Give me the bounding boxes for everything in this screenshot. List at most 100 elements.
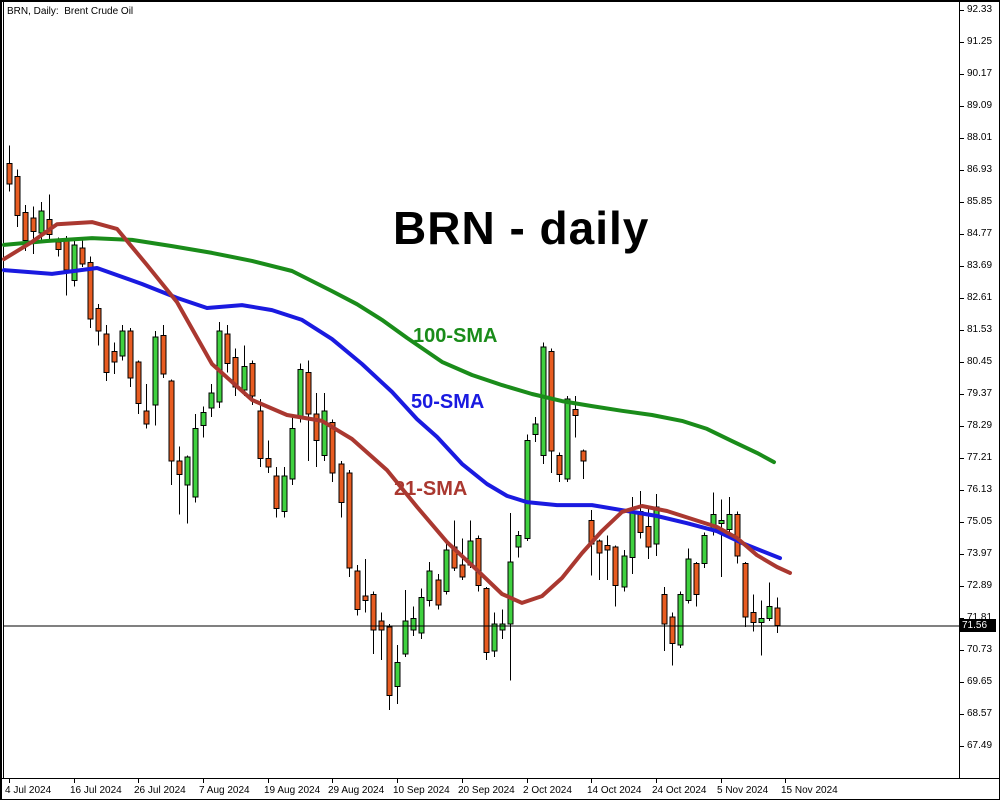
price-tick-label: 67.49 bbox=[967, 740, 993, 751]
candle-body bbox=[556, 454, 563, 476]
candle-body bbox=[491, 623, 498, 652]
candle-body bbox=[208, 392, 215, 409]
candle-body bbox=[200, 411, 207, 427]
candle-body bbox=[22, 211, 29, 241]
time-tick-label: 4 Jul 2024 bbox=[5, 785, 52, 796]
candle-body bbox=[338, 463, 345, 504]
candle-body bbox=[750, 611, 757, 624]
candle-body bbox=[653, 506, 660, 545]
candle-body bbox=[524, 439, 531, 539]
candle-body bbox=[370, 594, 377, 631]
candle-body bbox=[629, 511, 636, 559]
candle-body bbox=[30, 217, 37, 233]
price-tick-label: 78.29 bbox=[967, 419, 993, 431]
candle-body bbox=[669, 616, 676, 644]
candle-body bbox=[87, 262, 94, 320]
candle-body bbox=[693, 562, 700, 596]
price-tick-label: 88.01 bbox=[967, 131, 993, 143]
100-sma-line bbox=[2, 236, 776, 465]
price-tick-label: 70.73 bbox=[967, 643, 993, 655]
candle-body bbox=[612, 546, 619, 587]
candle-body bbox=[418, 597, 425, 634]
price-tick-label: 68.57 bbox=[967, 707, 993, 719]
time-tick-marks bbox=[9, 778, 786, 783]
21-sma-line bbox=[2, 220, 792, 605]
price-tick-label: 75.05 bbox=[967, 515, 993, 527]
candle-body bbox=[677, 594, 684, 646]
candle-body bbox=[604, 545, 611, 551]
chart-title-text: BRN - daily bbox=[393, 202, 650, 254]
candle-body bbox=[580, 450, 587, 462]
candle-body bbox=[426, 570, 433, 601]
candle-body bbox=[443, 549, 450, 593]
candle-body bbox=[224, 333, 231, 364]
candle-body bbox=[160, 334, 167, 375]
price-tick-label: 81.53 bbox=[967, 323, 993, 335]
current-price-badge: 71.56 bbox=[959, 619, 996, 632]
candle-body bbox=[305, 371, 312, 415]
candle-bodies-layer bbox=[6, 162, 781, 696]
candle-body bbox=[216, 330, 223, 403]
price-tick-label: 73.97 bbox=[967, 547, 993, 559]
candle-body bbox=[143, 410, 150, 425]
price-tick-label: 77.21 bbox=[967, 451, 993, 463]
candle-body bbox=[742, 562, 749, 618]
candle-body bbox=[71, 244, 78, 281]
price-tick-label: 80.45 bbox=[967, 355, 993, 367]
candle-body bbox=[289, 428, 296, 480]
time-tick-label: 7 Aug 2024 bbox=[199, 785, 250, 796]
candle-body bbox=[483, 588, 490, 653]
candle-body bbox=[241, 365, 248, 391]
price-tick-label: 84.77 bbox=[967, 227, 993, 239]
candle-body bbox=[435, 579, 442, 606]
candle-body bbox=[354, 570, 361, 610]
candle-body bbox=[572, 408, 579, 416]
candle-body bbox=[362, 595, 369, 601]
sma-21-label: 21-SMA bbox=[394, 478, 468, 500]
candle-body bbox=[685, 558, 692, 601]
candle-body bbox=[313, 413, 320, 441]
candle-body bbox=[758, 617, 765, 624]
candle-body bbox=[402, 620, 409, 655]
candle-body bbox=[152, 336, 159, 406]
time-tick-label: 15 Nov 2024 bbox=[781, 785, 838, 796]
candle-body bbox=[329, 422, 336, 474]
time-tick-label: 10 Sep 2024 bbox=[393, 785, 450, 796]
candle-body bbox=[548, 351, 555, 452]
candle-body bbox=[257, 410, 264, 459]
candle-body bbox=[192, 428, 199, 498]
time-tick-label: 2 Oct 2024 bbox=[523, 785, 572, 796]
price-tick-label: 86.93 bbox=[967, 163, 993, 175]
candle-body bbox=[499, 623, 506, 631]
candle-body bbox=[726, 514, 733, 530]
candle-body bbox=[14, 176, 21, 216]
candle-body bbox=[475, 537, 482, 587]
candle-body bbox=[596, 540, 603, 554]
sma-100-label: 100-SMA bbox=[413, 325, 498, 347]
price-tick-label: 83.69 bbox=[967, 259, 993, 271]
price-tick-label: 85.85 bbox=[967, 195, 993, 207]
time-tick-label: 5 Nov 2024 bbox=[717, 785, 769, 796]
time-tick-label: 16 Jul 2024 bbox=[70, 785, 122, 796]
candle-body bbox=[564, 398, 571, 480]
time-tick-label: 29 Aug 2024 bbox=[328, 785, 385, 796]
price-tick-label: 72.89 bbox=[967, 579, 993, 591]
price-tick-label: 90.17 bbox=[967, 67, 993, 79]
symbol-label: BRN, Daily: Brent Crude Oil bbox=[7, 6, 134, 17]
candle-body bbox=[766, 605, 773, 619]
candle-body bbox=[79, 247, 86, 265]
axis-frame bbox=[2, 2, 999, 779]
price-tick-marks bbox=[959, 9, 964, 747]
candle-body bbox=[718, 519, 725, 524]
candle-body bbox=[410, 617, 417, 631]
candle-body bbox=[297, 368, 304, 418]
price-tick-label: 82.61 bbox=[967, 291, 993, 303]
candle-body bbox=[540, 346, 547, 456]
candle-body bbox=[515, 534, 522, 548]
candle-body bbox=[386, 626, 393, 696]
candle-body bbox=[621, 555, 628, 588]
candle-body bbox=[6, 162, 13, 185]
candle-body bbox=[346, 472, 353, 569]
candle-body bbox=[176, 460, 183, 476]
